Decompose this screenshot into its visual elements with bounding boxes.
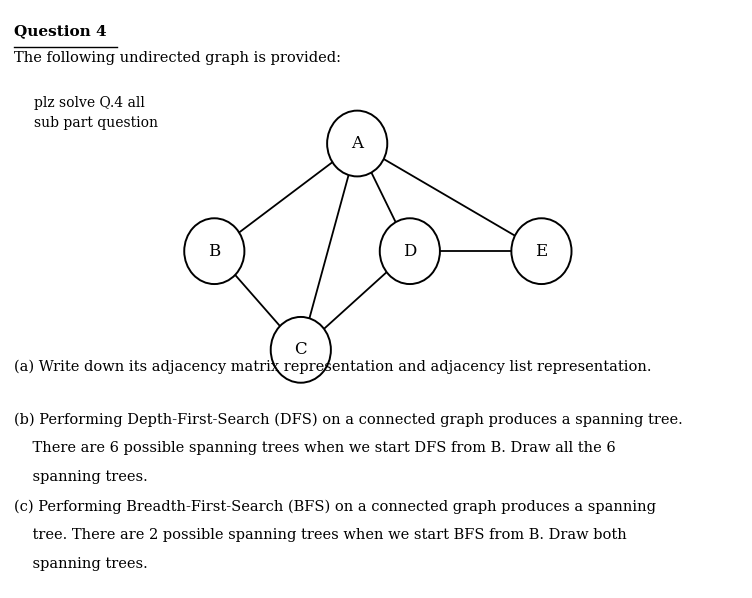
Text: plz solve Q.4 all
sub part question: plz solve Q.4 all sub part question	[34, 96, 158, 130]
Text: B: B	[208, 243, 220, 260]
Text: There are 6 possible spanning trees when we start DFS from B. Draw all the 6: There are 6 possible spanning trees when…	[14, 441, 615, 455]
Text: spanning trees.: spanning trees.	[14, 470, 147, 484]
Text: C: C	[295, 341, 307, 358]
Text: (c) Performing Breadth-First-Search (BFS) on a connected graph produces a spanni: (c) Performing Breadth-First-Search (BFS…	[14, 499, 656, 514]
Text: spanning trees.: spanning trees.	[14, 557, 147, 570]
Text: D: D	[403, 243, 417, 260]
Text: (a) Write down its adjacency matrix representation and adjacency list representa: (a) Write down its adjacency matrix repr…	[14, 360, 651, 374]
Text: tree. There are 2 possible spanning trees when we start BFS from B. Draw both: tree. There are 2 possible spanning tree…	[14, 528, 626, 542]
Ellipse shape	[380, 218, 440, 284]
Ellipse shape	[184, 218, 244, 284]
Text: A: A	[351, 135, 363, 152]
Ellipse shape	[271, 317, 331, 383]
Text: The following undirected graph is provided:: The following undirected graph is provid…	[14, 51, 341, 65]
Ellipse shape	[327, 111, 387, 176]
Text: Question 4: Question 4	[14, 24, 106, 38]
Text: (b) Performing Depth-First-Search (DFS) on a connected graph produces a spanning: (b) Performing Depth-First-Search (DFS) …	[14, 413, 682, 427]
Ellipse shape	[511, 218, 572, 284]
Text: E: E	[535, 243, 547, 260]
